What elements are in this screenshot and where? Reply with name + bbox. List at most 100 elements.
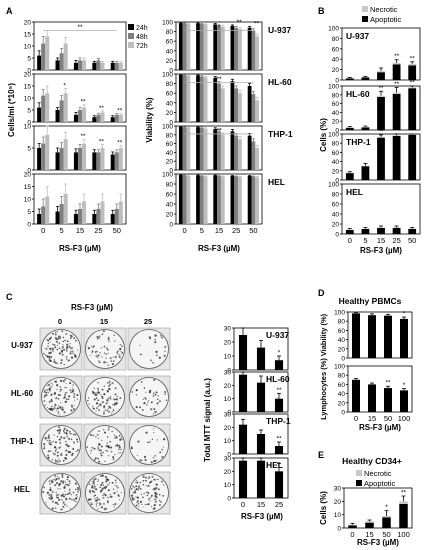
panelC-colony-dot <box>135 405 138 409</box>
panelB-HEL-bar-necrotic <box>361 228 370 229</box>
panelC-colony-dot <box>99 403 101 406</box>
panelC-colony-dot <box>110 450 113 453</box>
panelC-colony-dot <box>72 452 74 455</box>
panelB-HL-60-bar-apoptotic <box>392 93 401 130</box>
panelC-colony-dot <box>100 475 103 477</box>
legend-label-Apoptotic: Apoptotic <box>370 15 402 24</box>
panelC-colony-dot <box>51 500 54 503</box>
panelC-colony-dot <box>59 336 62 338</box>
panelE-xtick-label: 50 <box>382 530 390 539</box>
panelA-cells-HEL-xtick-label: 25 <box>94 226 102 235</box>
panelC-colony-dot <box>154 341 157 344</box>
panelD-0-bar <box>400 318 408 358</box>
panelA-viab-THP-1-bar-72h <box>220 134 225 170</box>
panelC-colony-dot <box>57 493 60 496</box>
panelC-colony-dot <box>153 488 156 491</box>
panelC-colony-dot <box>88 347 91 350</box>
panelA-viab-THP-1-ytick-label: 60 <box>166 141 174 148</box>
panelA-viab-HEL-ytick-label: 80 <box>166 182 174 189</box>
panelC-colony-dot <box>130 488 133 490</box>
panelC-colony-dot <box>108 446 111 449</box>
panelC-colony-dot <box>74 433 76 435</box>
panelC-colony-dot <box>111 411 113 413</box>
panelD-title: Healthy PBMCs <box>339 296 402 306</box>
panelC-colony-dot <box>50 495 53 498</box>
panelA-cells-HL-60-bar-24h <box>37 107 42 122</box>
panelC-colony-dot <box>156 439 158 441</box>
panelC-colony-dot <box>87 399 89 402</box>
panelB-HEL-xtick-label: 15 <box>377 236 385 245</box>
panelA-cells-HEL-bar-24h <box>92 214 97 224</box>
panelC-colony-dot <box>61 330 64 333</box>
panelA-viab-U-937-bar-24h <box>230 25 235 70</box>
panelA-cells-U-937-bar-72h <box>45 36 50 70</box>
panelC-colony-dot <box>107 489 110 492</box>
panelC-colony-dot <box>50 482 53 484</box>
panelC-colony-dot <box>101 401 104 404</box>
panelC-colony-dot <box>48 450 50 452</box>
panelC-colony-dot <box>75 494 77 496</box>
panelC-colony-dot <box>106 442 108 444</box>
panelC-colony-dot <box>57 404 60 407</box>
panelC-colony-dot <box>93 483 96 486</box>
panelA-cells-HL-60-bar-72h <box>118 114 123 122</box>
panelC-colony-dot <box>105 402 108 405</box>
panelB-U-937-ytick-label: 40 <box>332 57 340 64</box>
panelC-mtt-THP-1-ytick-label: 30 <box>224 412 232 419</box>
panelC-colony-dot <box>50 386 52 388</box>
panelC-colony-dot <box>109 383 112 386</box>
panelA-viab-U-937-ytick-label: 20 <box>166 58 174 65</box>
panelC-mtt-HEL-xtick-label: 0 <box>241 500 245 509</box>
panelC-colony-dot <box>58 347 61 350</box>
panelC-mtt-HEL-ytick-label: 20 <box>224 469 232 476</box>
panelC-colony-dot <box>68 359 70 362</box>
panelC-mtt-HL-60-ytick-label: 0 <box>227 410 231 417</box>
panelC-colony-dot <box>105 353 107 355</box>
panelC-colony-dot <box>135 504 138 507</box>
panelC-colony-dot <box>95 499 98 502</box>
panelC-colony-dot <box>103 385 105 387</box>
panelC-colony-dot <box>158 499 161 502</box>
panelC-colony-dot <box>142 496 144 499</box>
panelB-U-937-bar-necrotic <box>361 76 370 78</box>
panelA-viab-U-937-ytick-label: 40 <box>166 48 174 55</box>
panelC-colony-dot <box>93 485 96 487</box>
panelC-colony-dot <box>97 446 99 448</box>
panelC-colony-dot <box>146 404 148 406</box>
panelA-viab-U-937-ytick-label: 0 <box>169 68 173 75</box>
panelB-THP-1-significance-star: ** <box>378 128 384 135</box>
panelC-colony-dot <box>71 387 73 389</box>
panelC-colony-dot <box>69 482 71 485</box>
panelC-colony-dot <box>146 504 148 506</box>
panelC-plate-well <box>129 329 169 369</box>
panelB-U-937-bar-apoptotic <box>392 64 401 80</box>
panelA-cells-U-937-bar-72h <box>82 60 87 70</box>
panelC-colony-dot <box>54 333 57 336</box>
panelA-cells-HEL-ytick-label: 10 <box>24 197 32 204</box>
panelA-cells-U-937-bar-24h <box>110 62 115 70</box>
panelB-HEL-bar-necrotic <box>345 229 354 230</box>
panelE-ytick-label: 30 <box>334 486 342 493</box>
panelC-colony-dot <box>63 427 66 430</box>
panelC-colony-dot <box>130 494 134 497</box>
panelC-colony-dot <box>112 356 114 358</box>
panelC-colony-dot <box>102 451 104 454</box>
panelC-plate-well <box>85 425 125 465</box>
panelC-colony-dot <box>153 378 156 381</box>
panelA-cells-U-937-ytick-label: 20 <box>24 20 32 27</box>
panelA-cells-HL-60-ytick-label: 10 <box>24 96 32 103</box>
panelA-cells-THP-1-ytick-label: 10 <box>24 124 32 131</box>
panelB-U-937-bar-apoptotic <box>345 78 354 80</box>
panelC-colony-dot <box>150 401 153 404</box>
panelC-colony-dot <box>46 338 48 341</box>
panelC-colony-dot <box>97 405 100 407</box>
panelC-colony-dot <box>76 441 79 443</box>
panelA-cells-HL-60-significance-star: ** <box>80 99 86 106</box>
panelB-U-937-bar-necrotic <box>345 77 354 79</box>
panelC-colony-dot <box>69 432 71 435</box>
panelB-U-937-ytick-label: 20 <box>332 67 340 74</box>
panelC-colony-dot <box>59 414 61 416</box>
panelC-colony-dot <box>66 435 69 438</box>
panelC-colony-dot <box>130 447 133 450</box>
